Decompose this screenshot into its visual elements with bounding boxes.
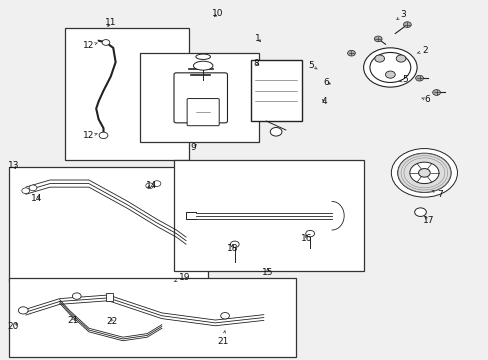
Text: 22: 22 — [106, 317, 118, 326]
Circle shape — [373, 36, 381, 42]
Circle shape — [102, 40, 110, 45]
Ellipse shape — [196, 54, 210, 59]
Ellipse shape — [193, 61, 212, 70]
Circle shape — [369, 53, 410, 82]
Circle shape — [418, 168, 429, 177]
Text: 16: 16 — [301, 234, 312, 243]
Text: 7: 7 — [431, 190, 442, 199]
Circle shape — [363, 48, 416, 87]
Text: 21: 21 — [67, 316, 79, 325]
Bar — [140, 53, 259, 143]
Circle shape — [409, 162, 438, 184]
Circle shape — [29, 185, 37, 191]
Text: 12: 12 — [83, 41, 97, 50]
Text: 4: 4 — [321, 97, 327, 106]
Circle shape — [403, 22, 410, 27]
Text: 11: 11 — [104, 18, 116, 27]
Bar — [174, 160, 363, 271]
Text: 5: 5 — [308, 61, 317, 70]
Circle shape — [414, 208, 426, 216]
Text: 15: 15 — [262, 268, 273, 277]
Text: 1: 1 — [255, 35, 261, 44]
Circle shape — [220, 312, 229, 319]
Bar — [9, 167, 207, 282]
Text: 6: 6 — [421, 95, 429, 104]
Text: 13: 13 — [8, 161, 19, 170]
Text: 20: 20 — [8, 322, 19, 331]
Text: 9: 9 — [190, 143, 196, 152]
FancyBboxPatch shape — [250, 60, 301, 121]
Text: 3: 3 — [396, 10, 405, 19]
Circle shape — [385, 71, 394, 78]
Circle shape — [99, 132, 108, 139]
Circle shape — [347, 50, 355, 56]
Text: 2: 2 — [416, 46, 427, 55]
FancyBboxPatch shape — [174, 73, 227, 123]
Text: 8: 8 — [253, 59, 259, 68]
Text: 19: 19 — [174, 273, 190, 282]
Circle shape — [19, 307, 28, 314]
Text: 14: 14 — [31, 194, 42, 203]
Circle shape — [22, 188, 30, 194]
Text: 5: 5 — [399, 76, 407, 85]
Circle shape — [432, 90, 440, 95]
Bar — [9, 278, 295, 357]
Bar — [106, 293, 113, 301]
Text: 6: 6 — [323, 78, 330, 87]
FancyBboxPatch shape — [187, 99, 219, 126]
Text: 12: 12 — [83, 131, 97, 140]
Circle shape — [72, 293, 81, 299]
Circle shape — [153, 181, 161, 186]
Text: 18: 18 — [226, 244, 238, 253]
Text: 14: 14 — [145, 181, 157, 190]
Circle shape — [270, 127, 282, 136]
Text: 10: 10 — [212, 9, 223, 18]
Circle shape — [395, 55, 405, 62]
Circle shape — [305, 230, 314, 237]
Circle shape — [374, 55, 384, 62]
Circle shape — [415, 75, 423, 81]
Circle shape — [145, 183, 153, 189]
Circle shape — [230, 241, 239, 248]
Text: 17: 17 — [422, 216, 433, 225]
Bar — [64, 28, 188, 160]
Text: 21: 21 — [217, 331, 228, 346]
Circle shape — [390, 149, 457, 197]
Circle shape — [397, 153, 450, 193]
